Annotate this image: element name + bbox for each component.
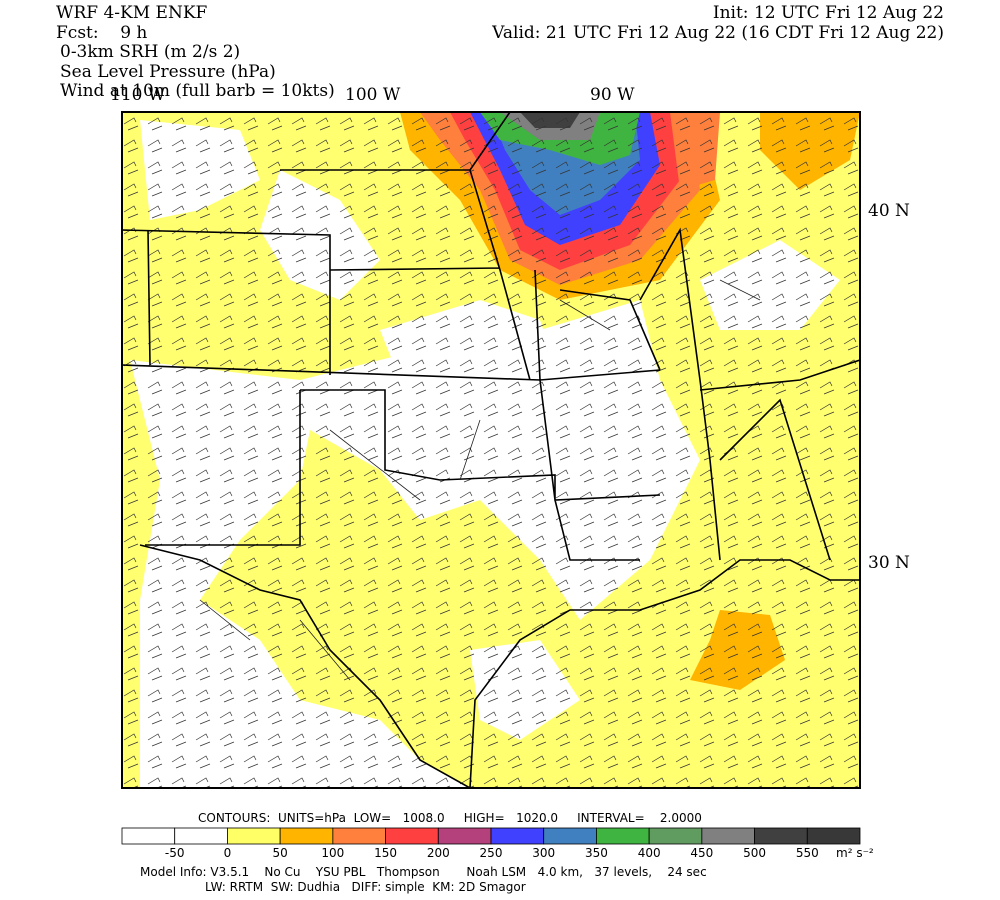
lon-label: 100 W bbox=[345, 85, 401, 105]
color-box bbox=[648, 827, 703, 845]
contours-info: CONTOURS: UNITS=hPa LOW= 1008.0 HIGH= 10… bbox=[198, 811, 702, 825]
colorbar-label: 250 bbox=[480, 846, 503, 860]
colorbar-unit: m² s⁻² bbox=[836, 846, 874, 860]
init: Init: 12 UTC Fri 12 Aug 22 bbox=[713, 3, 944, 23]
forecast: Fcst: 9 h bbox=[56, 23, 147, 43]
colorbar-label: 100 bbox=[321, 846, 344, 860]
color-box bbox=[174, 827, 228, 845]
colorbar-label: 150 bbox=[374, 846, 397, 860]
color-box bbox=[701, 827, 755, 845]
color-box bbox=[227, 827, 281, 845]
color-box bbox=[490, 827, 545, 845]
colorbar-label: 0 bbox=[224, 846, 232, 860]
color-box bbox=[596, 827, 650, 845]
colorbar-label: 50 bbox=[273, 846, 288, 860]
colorbar-label: 500 bbox=[743, 846, 766, 860]
lon-label: 90 W bbox=[590, 85, 635, 105]
footer: Model Info: V3.5.1 No Cu YSU PBL Thompso… bbox=[140, 865, 707, 879]
map bbox=[122, 112, 860, 788]
map-frame bbox=[121, 111, 861, 789]
color-box bbox=[543, 827, 597, 845]
colorbar-label: 300 bbox=[532, 846, 555, 860]
field: Sea Level Pressure (hPa) bbox=[60, 62, 276, 82]
field: 0-3km SRH (m 2/s 2) bbox=[60, 42, 240, 62]
model: WRF 4-KM ENKF bbox=[56, 3, 208, 23]
valid: Valid: 21 UTC Fri 12 Aug 22 (16 CDT Fri … bbox=[491, 23, 944, 43]
colorbar-label: 550 bbox=[796, 846, 819, 860]
colorbar-label: 450 bbox=[690, 846, 713, 860]
colorbar-label: -50 bbox=[165, 846, 185, 860]
lat-label: 30 N bbox=[868, 553, 910, 573]
color-box bbox=[437, 827, 492, 845]
colorbar: -50 0 50 100 150 200 250 300 350 400 450 500 550 m² s… bbox=[121, 827, 874, 860]
color-box bbox=[754, 827, 808, 845]
colorbar-label: 350 bbox=[585, 846, 608, 860]
color-box bbox=[279, 827, 334, 845]
lon-label: 110 W bbox=[110, 85, 166, 105]
colorbar-label: 400 bbox=[638, 846, 661, 860]
field: Wind at 10m (full barb = 10kts) bbox=[60, 81, 335, 101]
colorbar-label: 200 bbox=[427, 846, 450, 860]
lat-label: 40 N bbox=[868, 201, 910, 221]
color-box bbox=[385, 827, 439, 845]
color-box bbox=[332, 827, 386, 845]
footer: LW: RRTM SW: Dudhia DIFF: simple KM: 2D … bbox=[205, 880, 526, 894]
color-box bbox=[121, 827, 176, 845]
color-box bbox=[806, 827, 861, 845]
